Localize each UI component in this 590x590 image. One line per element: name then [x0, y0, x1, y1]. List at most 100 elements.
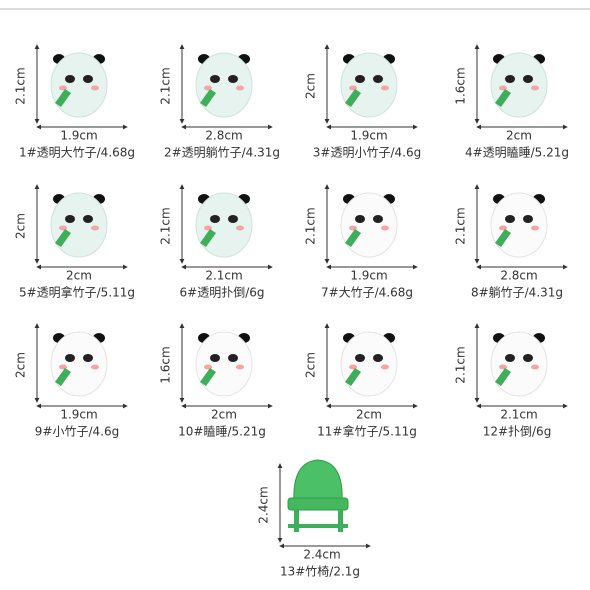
- width-label: 2cm: [506, 129, 532, 143]
- chair-rail: [288, 524, 348, 528]
- cheek: [381, 85, 389, 91]
- figure-body: [50, 331, 108, 397]
- width-label: 2.8cm: [205, 129, 242, 143]
- caption: 12#扑倒/6g: [483, 425, 552, 439]
- eye: [65, 215, 75, 223]
- eye: [210, 75, 220, 83]
- caption: 3#透明小竹子/4.6g: [313, 146, 421, 160]
- bamboo: [200, 89, 216, 107]
- caption: 7#大竹子/4.68g: [321, 286, 413, 300]
- bamboo: [200, 229, 216, 247]
- eye: [373, 75, 383, 83]
- eye: [210, 354, 220, 362]
- eye: [373, 215, 383, 223]
- product-item: 2.1cm 2.1cm 12#扑倒/6g: [454, 323, 568, 439]
- figure-body: [195, 331, 253, 397]
- figure-body: [490, 331, 548, 397]
- caption: 9#小竹子/4.6g: [35, 425, 119, 439]
- eye: [83, 75, 93, 83]
- bamboo: [55, 368, 71, 386]
- cheek: [91, 364, 99, 370]
- height-label: 2.1cm: [159, 67, 173, 104]
- bamboo: [495, 368, 511, 386]
- width-label: 2.4cm: [303, 548, 340, 562]
- cheek: [91, 85, 99, 91]
- cheek: [236, 364, 244, 370]
- cheek: [236, 85, 244, 91]
- figure-body: [340, 52, 398, 118]
- caption: 8#躺竹子/4.31g: [471, 285, 563, 300]
- product-item: 2.4cm 2.4cm 13#竹椅/2.1g: [257, 459, 371, 579]
- eye: [65, 75, 75, 83]
- caption: 4#透明瞌睡/5.21g: [465, 146, 569, 160]
- chair-back: [293, 459, 343, 503]
- figure-body: [340, 331, 398, 397]
- eye: [355, 354, 365, 362]
- bamboo: [200, 368, 216, 386]
- width-label: 2cm: [66, 269, 92, 283]
- eye: [523, 75, 533, 83]
- caption: 10#瞌睡/5.21g: [178, 425, 266, 439]
- product-item: 2.1cm 2.8cm 8#躺竹子/4.31g: [454, 184, 568, 300]
- bamboo: [345, 89, 361, 107]
- cheek: [531, 225, 539, 231]
- width-label: 2cm: [356, 408, 382, 422]
- eye: [505, 75, 515, 83]
- width-label: 1.9cm: [60, 408, 97, 422]
- product-item: 2.1cm 1.9cm 1#透明大竹子/4.68g: [14, 44, 135, 160]
- width-label: 2.1cm: [500, 408, 537, 422]
- width-label: 1.9cm: [60, 129, 97, 143]
- figure-body: [195, 52, 253, 118]
- height-label: 2.4cm: [257, 486, 271, 523]
- eye: [355, 215, 365, 223]
- product-item: 2.1cm 2.8cm 2#透明躺竹子/4.31g: [159, 44, 280, 160]
- eye: [505, 215, 515, 223]
- eye: [355, 75, 365, 83]
- figure-body: [490, 192, 548, 258]
- caption: 1#透明大竹子/4.68g: [19, 146, 135, 160]
- bamboo: [345, 229, 361, 247]
- cheek: [531, 85, 539, 91]
- cheek: [531, 364, 539, 370]
- eye: [505, 354, 515, 362]
- product-item: 2.1cm 2.1cm 6#透明扑倒/6g: [159, 184, 273, 300]
- figure-body: [50, 192, 108, 258]
- height-label: 2.1cm: [304, 207, 318, 244]
- product-item: 1.6cm 2cm 10#瞌睡/5.21g: [159, 323, 273, 439]
- bamboo: [345, 368, 361, 386]
- eye: [83, 215, 93, 223]
- chair-leg: [338, 510, 343, 532]
- chair-seat: [287, 497, 349, 511]
- chair-leg: [294, 510, 299, 532]
- cheek: [236, 225, 244, 231]
- width-label: 2.1cm: [205, 269, 242, 283]
- height-label: 2.1cm: [454, 207, 468, 244]
- cheek: [381, 225, 389, 231]
- eye: [523, 215, 533, 223]
- width-label: 2cm: [211, 408, 237, 422]
- height-label: 2.1cm: [159, 207, 173, 244]
- bamboo: [495, 89, 511, 107]
- height-label: 2cm: [304, 352, 318, 378]
- figure-body: [50, 52, 108, 118]
- height-label: 2.1cm: [14, 67, 28, 104]
- product-item: 2cm 1.9cm 9#小竹子/4.6g: [14, 323, 128, 439]
- caption: 13#竹椅/2.1g: [280, 565, 360, 579]
- height-label: 2cm: [304, 73, 318, 99]
- width-label: 1.9cm: [350, 129, 387, 143]
- product-item: 2.1cm 1.9cm 7#大竹子/4.68g: [304, 184, 418, 300]
- height-label: 2cm: [14, 352, 28, 378]
- eye: [228, 75, 238, 83]
- height-label: 1.6cm: [454, 67, 468, 104]
- figure-body: [490, 52, 548, 118]
- eye: [373, 354, 383, 362]
- cheek: [91, 225, 99, 231]
- cheek: [381, 364, 389, 370]
- width-label: 1.9cm: [350, 269, 387, 283]
- caption: 5#透明拿竹子/5.11g: [19, 285, 135, 300]
- figure-body: [340, 192, 398, 258]
- eye: [228, 215, 238, 223]
- caption: 11#拿竹子/5.11g: [317, 424, 417, 439]
- product-item: 1.6cm 2cm 4#透明瞌睡/5.21g: [454, 44, 569, 160]
